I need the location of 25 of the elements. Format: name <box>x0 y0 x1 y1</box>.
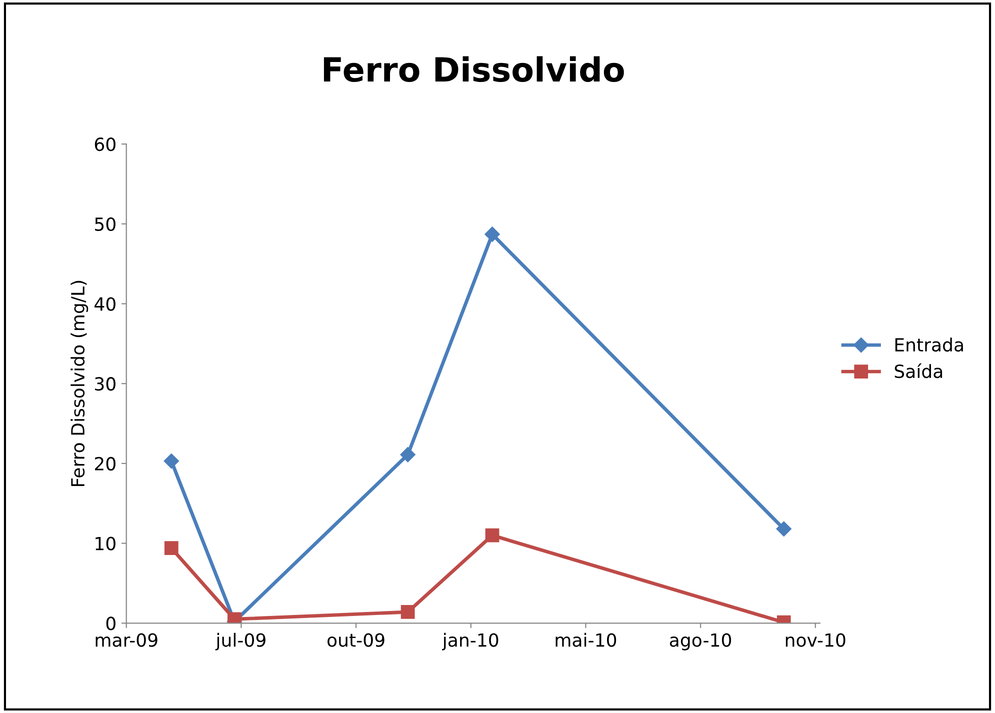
x-tick-label: mai-10 <box>556 632 616 647</box>
chart-title: Ferro Dissolvido <box>324 56 624 82</box>
y-tick-label: 0 <box>106 616 116 630</box>
x-tick-label: jan-10 <box>442 632 498 650</box>
y-tick-label: 40 <box>94 297 116 311</box>
y-tick-label: 10 <box>96 536 116 550</box>
point <box>400 605 415 619</box>
point <box>164 453 179 469</box>
legend-label: Entrada <box>895 338 963 352</box>
legend-label: Saída <box>894 363 942 378</box>
x-tick-label: jul-09 <box>215 632 266 650</box>
y-tick-label: 50 <box>95 217 116 231</box>
x-tick-label: nov-10 <box>786 633 846 647</box>
point <box>485 528 500 542</box>
point <box>776 521 792 536</box>
y-tick-label: 60 <box>94 137 116 152</box>
y-axis-title: Ferro Dissolvido (mg/L) <box>70 280 88 486</box>
y-tick-label: 30 <box>95 377 116 391</box>
x-tick-label: ago-10 <box>670 633 732 650</box>
point <box>164 541 178 556</box>
x-tick-label: out-09 <box>328 633 384 647</box>
point <box>484 226 500 242</box>
point <box>400 447 416 462</box>
x-tick-label: mar-09 <box>96 633 158 647</box>
y-tick-label: 20 <box>94 456 116 471</box>
